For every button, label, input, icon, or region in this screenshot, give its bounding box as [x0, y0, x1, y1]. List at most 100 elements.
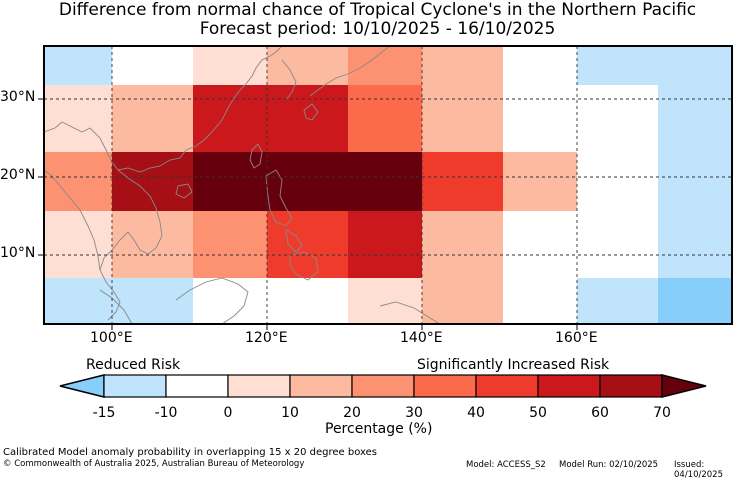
map-cell-r4-c5 [422, 278, 503, 324]
map-cell-r1-c1 [112, 85, 193, 152]
colorbar-swatch-6 [413, 374, 477, 398]
lon-label-120e: 120°E [245, 330, 288, 346]
colorbar-tick-4: 20 [343, 405, 361, 421]
map-cell-r4-c4 [348, 278, 422, 324]
lat-label-10n: 10°N [0, 245, 36, 261]
map-cell-r0-c8 [658, 46, 732, 85]
map-cell-r4-c8 [658, 278, 732, 324]
map-cell-r2-c6 [503, 152, 577, 211]
map-cell-r0-c0 [44, 46, 112, 85]
colorbar-tick-8: 60 [591, 405, 609, 421]
coastline-borneo [175, 277, 249, 324]
map-cell-r3-c2 [193, 211, 267, 278]
coastline-mindanao [289, 251, 319, 281]
footer-model-run: Model Run: 02/10/2025 [559, 460, 659, 470]
lat-label-30n: 30°N [0, 89, 36, 105]
map-cell-r1-c6 [503, 85, 577, 152]
colorbar-tick-6: 40 [467, 405, 485, 421]
map-cell-r0-c2 [193, 46, 267, 85]
map-cell-r2-c5 [422, 152, 503, 211]
coastline-taiwan [249, 143, 263, 169]
graticule [44, 46, 732, 324]
map-cell-r3-c1 [112, 211, 193, 278]
colorbar-swatch-9 [599, 374, 663, 398]
map-cell-r4-c6 [503, 278, 577, 324]
map-cell-r4-c3 [267, 278, 348, 324]
map-cell-r3-c6 [503, 211, 577, 278]
map-cell-r4-c1 [112, 278, 193, 324]
coastline-myanmar [44, 169, 101, 271]
forecast-period: Forecast period: 10/10/2025 - 16/10/2025 [199, 19, 556, 39]
map-cell-r0-c6 [503, 46, 577, 85]
map-cell-r3-c0 [44, 211, 112, 278]
lat-label-20n: 20°N [0, 167, 36, 183]
colorbar-tick-7: 50 [529, 405, 547, 421]
increased-risk-label: Significantly Increased Risk [417, 357, 610, 373]
coastline-korea [281, 59, 297, 101]
map-cell-r2-c3 [267, 152, 348, 211]
map-cell-r1-c8 [658, 85, 732, 152]
colorbar-xlabel: Percentage (%) [325, 421, 433, 437]
coastline-japan [309, 46, 391, 97]
colorbar-tick-5: 30 [405, 405, 423, 421]
map-cell-r3-c8 [658, 211, 732, 278]
colorbar [59, 374, 707, 398]
colorbar-tick-2: 0 [223, 405, 233, 421]
map-cell-r0-c5 [422, 46, 503, 85]
colorbar-swatch-3 [227, 374, 291, 398]
colorbar-swatch-8 [537, 374, 601, 398]
map-cell-r4-c2 [193, 278, 267, 324]
risk-map-figure [38, 45, 733, 398]
coastline-china [44, 46, 283, 173]
coastline-kyushu [303, 103, 319, 121]
coastline-indochina [99, 169, 163, 321]
map-cell-r3-c3 [267, 211, 348, 278]
colorbar-swatch-7 [475, 374, 539, 398]
colorbar-swatch-5 [351, 374, 415, 398]
coastline-hainan [175, 183, 193, 199]
map-cell-r2-c2 [193, 152, 267, 211]
map-cell-r1-c2 [193, 85, 267, 152]
map-title: Difference from normal chance of Tropica… [58, 0, 697, 20]
colorbar-swatch-4 [289, 374, 353, 398]
map-cell-r1-c5 [422, 85, 503, 152]
lon-label-160e: 160°E [555, 330, 598, 346]
coastline-sumatra [99, 289, 133, 324]
reduced-risk-label: Reduced Risk [86, 357, 181, 373]
map-cell-r2-c7 [577, 152, 658, 211]
colorbar-extend-high [661, 374, 707, 398]
map-cell-r1-c4 [348, 85, 422, 152]
coastline-new-guinea [379, 301, 441, 324]
map-cell-r4-c0 [44, 278, 112, 324]
colorbar-tick-1: -10 [154, 405, 178, 421]
map-cell-r4-c7 [577, 278, 658, 324]
footer-issued: Issued: 04/10/2025 [674, 460, 723, 480]
footer-model: Model: ACCESS_S2 [466, 460, 546, 470]
map-cell-r2-c4 [348, 152, 422, 211]
lon-label-140e: 140°E [400, 330, 443, 346]
axis-ticks [38, 98, 578, 330]
map-cell-r1-c0 [44, 85, 112, 152]
map-cell-r0-c3 [267, 46, 348, 85]
map-cell-r2-c1 [112, 152, 193, 211]
footer-copyright: © Commonwealth of Australia 2025, Austra… [3, 459, 305, 469]
footer-description: Calibrated Model anomaly probability in … [3, 447, 378, 458]
map-cell-r1-c7 [577, 85, 658, 152]
colorbar-swatch-1 [103, 374, 167, 398]
colorbar-tick-0: -15 [92, 405, 116, 421]
colorbar-extend-low [59, 374, 105, 398]
map-cell-r3-c5 [422, 211, 503, 278]
map-cell-r0-c1 [112, 46, 193, 85]
map-cell-r3-c4 [348, 211, 422, 278]
map-cell-r2-c8 [658, 152, 732, 211]
map-cell-r2-c0 [44, 152, 112, 211]
colorbar-tick-3: 10 [281, 405, 299, 421]
map-cell-r3-c7 [577, 211, 658, 278]
map-frame [43, 45, 733, 325]
colorbar-swatch-2 [165, 374, 229, 398]
lon-label-100e: 100°E [90, 330, 133, 346]
map-cell-r0-c7 [577, 46, 658, 85]
coastline-visayas [285, 229, 303, 253]
map-cell-r0-c4 [348, 46, 422, 85]
colorbar-tick-9: 70 [653, 405, 671, 421]
